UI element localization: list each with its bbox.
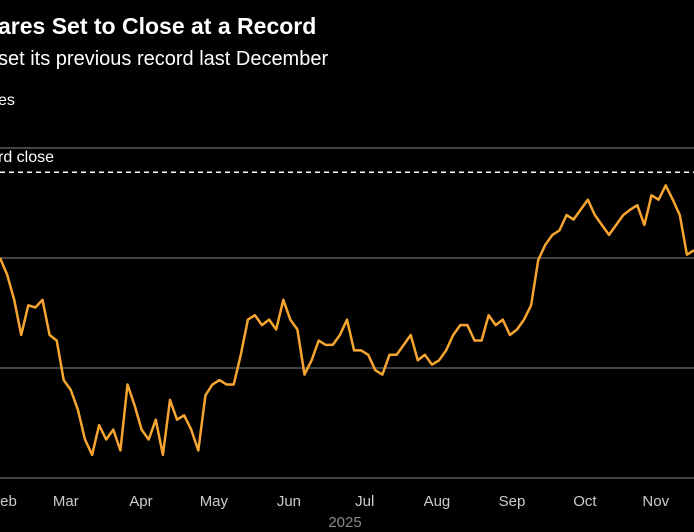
x-tick-label: Nov [642, 493, 669, 510]
x-axis-label: 2025 [328, 514, 361, 531]
unit-label: es [0, 92, 15, 109]
chart-title: ares Set to Close at a Record [0, 13, 316, 39]
x-tick-label: Sep [499, 493, 526, 510]
x-tick-label: May [200, 493, 229, 510]
record-label: rd close [0, 149, 54, 166]
x-tick-label: Jul [355, 493, 374, 510]
x-tick-label: eb [0, 493, 17, 510]
x-tick-label: Oct [573, 493, 597, 510]
x-tick-label: Apr [129, 493, 152, 510]
x-tick-label: Aug [424, 493, 451, 510]
x-tick-label: Mar [53, 493, 79, 510]
x-tick-label: Jun [277, 493, 301, 510]
price-line [0, 184, 694, 457]
chart-subtitle: set its previous record last December [0, 48, 328, 70]
